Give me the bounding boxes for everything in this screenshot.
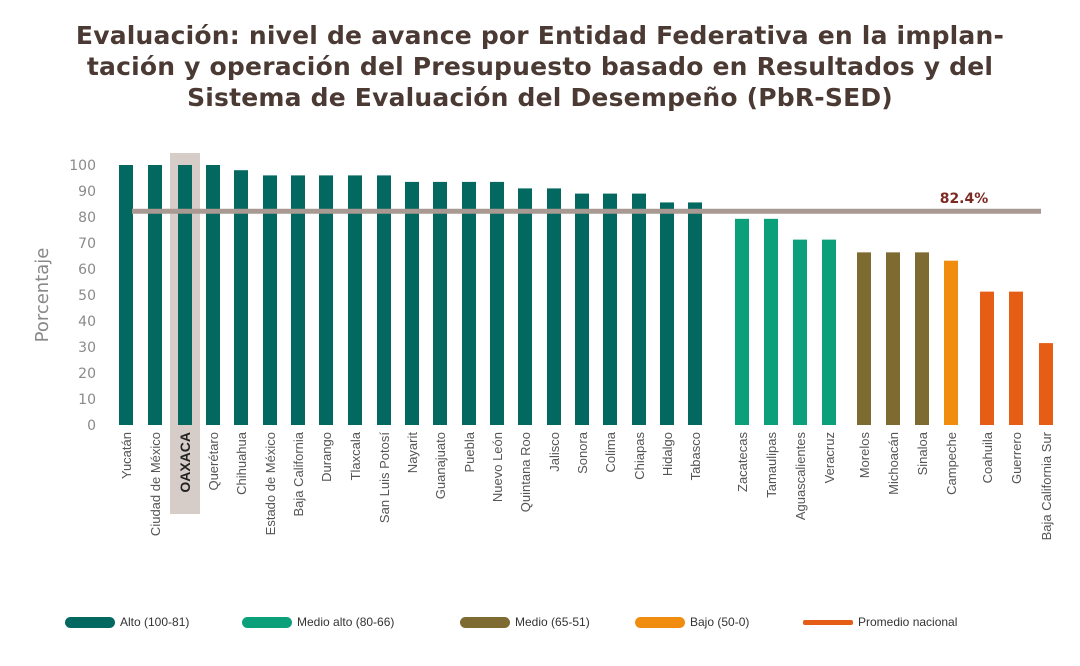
bar xyxy=(490,181,504,425)
x-tick-label: Aguascalientes xyxy=(793,432,808,521)
bar xyxy=(632,193,646,425)
average-line xyxy=(132,208,1041,214)
bar xyxy=(377,175,391,425)
x-tick-label: Chiapas xyxy=(632,432,647,480)
x-tick-label: Nuevo León xyxy=(490,432,505,502)
bar xyxy=(234,170,248,425)
legend-swatch xyxy=(803,619,853,625)
x-tick-label: Guanajuato xyxy=(433,432,448,499)
title-line: tación y operación del Presupuesto basad… xyxy=(86,52,994,81)
legend-item-promedio: Promedio nacional xyxy=(803,615,957,629)
x-tick-label: Colima xyxy=(603,431,618,472)
bar xyxy=(660,202,674,425)
bar xyxy=(822,239,836,425)
bar xyxy=(433,181,447,425)
x-tick-label: Veracruz xyxy=(822,432,837,483)
x-tick-label: Chihuahua xyxy=(234,431,249,495)
x-tick-label: Tlaxcala xyxy=(348,431,363,480)
bar xyxy=(119,165,133,425)
bar xyxy=(178,165,192,425)
y-tick-label: 100 xyxy=(69,158,96,174)
legend: Alto (100-81) Medio alto (80-66) Medio (… xyxy=(0,615,1080,635)
legend-label: Bajo (50-0) xyxy=(690,615,750,629)
bar xyxy=(764,218,778,425)
bar xyxy=(1039,343,1053,425)
x-tick-label: OAXACA xyxy=(177,432,193,493)
legend-label: Medio alto (80-66) xyxy=(297,615,395,629)
average-label: 82.4% xyxy=(940,191,989,207)
x-tick-label: Yucatán xyxy=(119,432,134,479)
x-tick-label: Campeche xyxy=(944,432,959,495)
x-tick-label: Durango xyxy=(319,432,334,482)
x-tick-label: Querétaro xyxy=(206,432,221,491)
bar-chart: 0 10 20 30 40 50 60 70 80 90 100 Porcentaje Yucatán C… xyxy=(32,153,1054,540)
bar xyxy=(206,165,220,425)
bar xyxy=(793,239,807,425)
y-tick-label: 50 xyxy=(78,288,96,304)
legend-item-medio: Medio (65-51) xyxy=(460,615,590,629)
bar xyxy=(319,175,333,425)
legend-item-alto: Alto (100-81) xyxy=(65,615,189,629)
x-tick-label: Puebla xyxy=(462,431,477,472)
x-tick-label: Baja California Sur xyxy=(1039,431,1054,540)
bar xyxy=(886,252,900,425)
bar xyxy=(575,193,589,425)
x-tick-label: Michoacán xyxy=(886,432,901,495)
bar xyxy=(980,291,994,425)
x-tick-label: San Luis Potosí xyxy=(377,432,392,523)
bar xyxy=(944,260,958,425)
x-tick-label: Morelos xyxy=(857,432,872,479)
y-tick-label: 30 xyxy=(78,340,96,356)
bar xyxy=(688,202,702,425)
x-tick-label: Sinaloa xyxy=(915,431,930,475)
bar xyxy=(547,188,561,425)
chart-title: Evaluación: nivel de avance por Entidad … xyxy=(0,20,1080,113)
legend-item-bajo: Bajo (50-0) xyxy=(635,615,749,629)
y-tick-label: 60 xyxy=(78,262,96,278)
y-tick-label: 20 xyxy=(78,366,96,382)
bar xyxy=(348,175,362,425)
x-tick-label: Zacatecas xyxy=(735,432,750,492)
legend-swatch xyxy=(65,616,115,628)
bar xyxy=(291,175,305,425)
bar xyxy=(735,218,749,425)
x-tick-label: Tamaulipas xyxy=(764,432,779,498)
y-tick-label: 10 xyxy=(78,392,96,408)
x-tick-label: Guerrero xyxy=(1009,432,1024,484)
legend-label: Promedio nacional xyxy=(858,615,958,629)
bar xyxy=(148,165,162,425)
legend-swatch xyxy=(635,616,685,628)
x-tick-label: Quintana Roo xyxy=(518,432,533,512)
bar xyxy=(405,181,419,425)
bar xyxy=(462,181,476,425)
y-tick-label: 90 xyxy=(78,184,96,200)
x-tick-label: Hidalgo xyxy=(660,432,675,476)
bar xyxy=(915,252,929,425)
x-tick-label: Tabasco xyxy=(688,432,703,480)
title-line: Evaluación: nivel de avance por Entidad … xyxy=(75,21,1005,50)
bar xyxy=(518,188,532,425)
bar xyxy=(857,252,871,425)
x-tick-label: Nayarit xyxy=(405,432,420,474)
x-tick-label: Estado de México xyxy=(263,432,278,535)
x-tick-label: Jalisco xyxy=(547,432,562,472)
bar xyxy=(263,175,277,425)
legend-label: Alto (100-81) xyxy=(120,615,190,629)
y-tick-label: 80 xyxy=(78,210,96,226)
legend-item-medio-alto: Medio alto (80-66) xyxy=(242,615,394,629)
y-axis-label: Porcentaje xyxy=(32,248,53,343)
legend-swatch xyxy=(460,616,510,628)
y-tick-label: 70 xyxy=(78,236,96,252)
bar xyxy=(603,193,617,425)
bar xyxy=(1009,291,1023,425)
legend-swatch xyxy=(242,616,292,628)
legend-label: Medio (65-51) xyxy=(515,615,590,629)
y-tick-label: 0 xyxy=(87,418,96,434)
title-line: Sistema de Evaluación del Desempeño (PbR… xyxy=(187,83,893,112)
x-tick-label: Coahuila xyxy=(980,431,995,483)
x-tick-label: Ciudad de México xyxy=(148,432,163,536)
x-tick-label: Sonora xyxy=(575,431,590,474)
y-tick-label: 40 xyxy=(78,314,96,330)
x-tick-label: Baja California xyxy=(291,431,306,516)
